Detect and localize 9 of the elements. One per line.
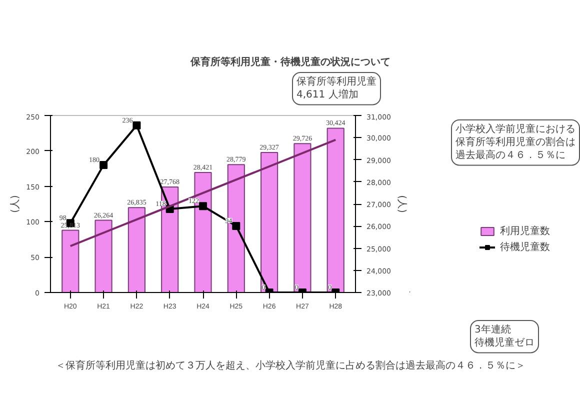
chart-title: 保育所等利用児童・待機児童の状況について — [190, 56, 390, 68]
legend-label: 利用児童数 — [500, 224, 550, 238]
legend-label: 待機児童数 — [500, 240, 550, 254]
y2-axis-title: (人) — [396, 195, 407, 213]
y-axis-title: (人) — [10, 195, 22, 213]
text: 保育所等利用児童 4,611 人増加 — [296, 76, 376, 101]
text: ＜保育所等利用児童は初めて３万人を超え、小学校入学前児童に占める割合は過去最高の４６．５％に＞ — [56, 360, 526, 372]
text: 小学校入学前児童における保育所等利用児童の割合は過去最高の４６．５％に — [456, 122, 576, 162]
text: 3年連続待機児童ゼロ — [474, 324, 534, 349]
